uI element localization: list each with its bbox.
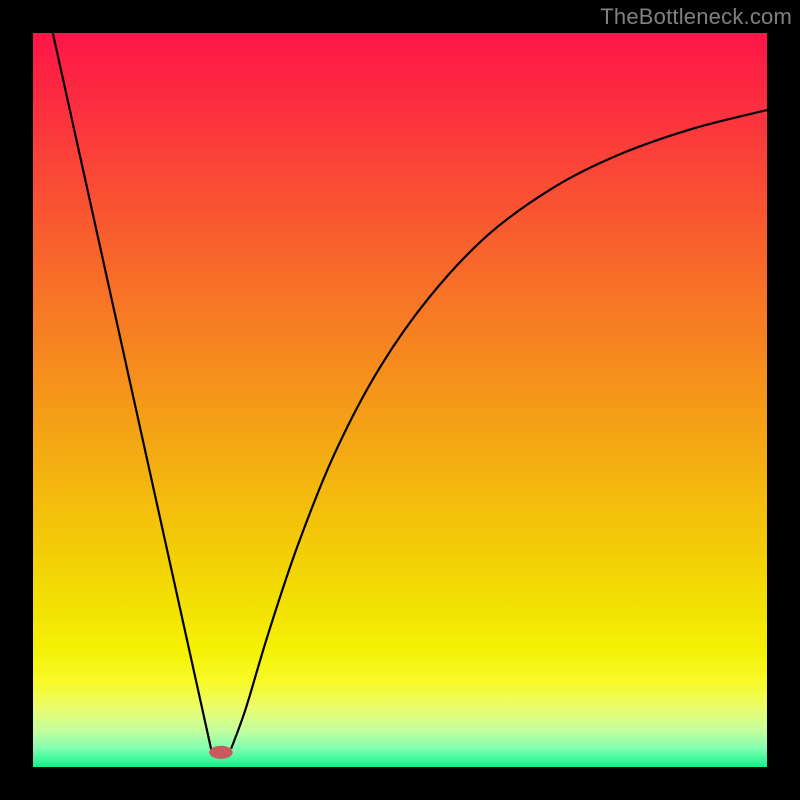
- plot-background: [33, 33, 767, 767]
- watermark-text: TheBottleneck.com: [600, 4, 792, 30]
- bottleneck-chart: [0, 0, 800, 800]
- chart-frame: TheBottleneck.com: [0, 0, 800, 800]
- valley-marker: [209, 746, 232, 759]
